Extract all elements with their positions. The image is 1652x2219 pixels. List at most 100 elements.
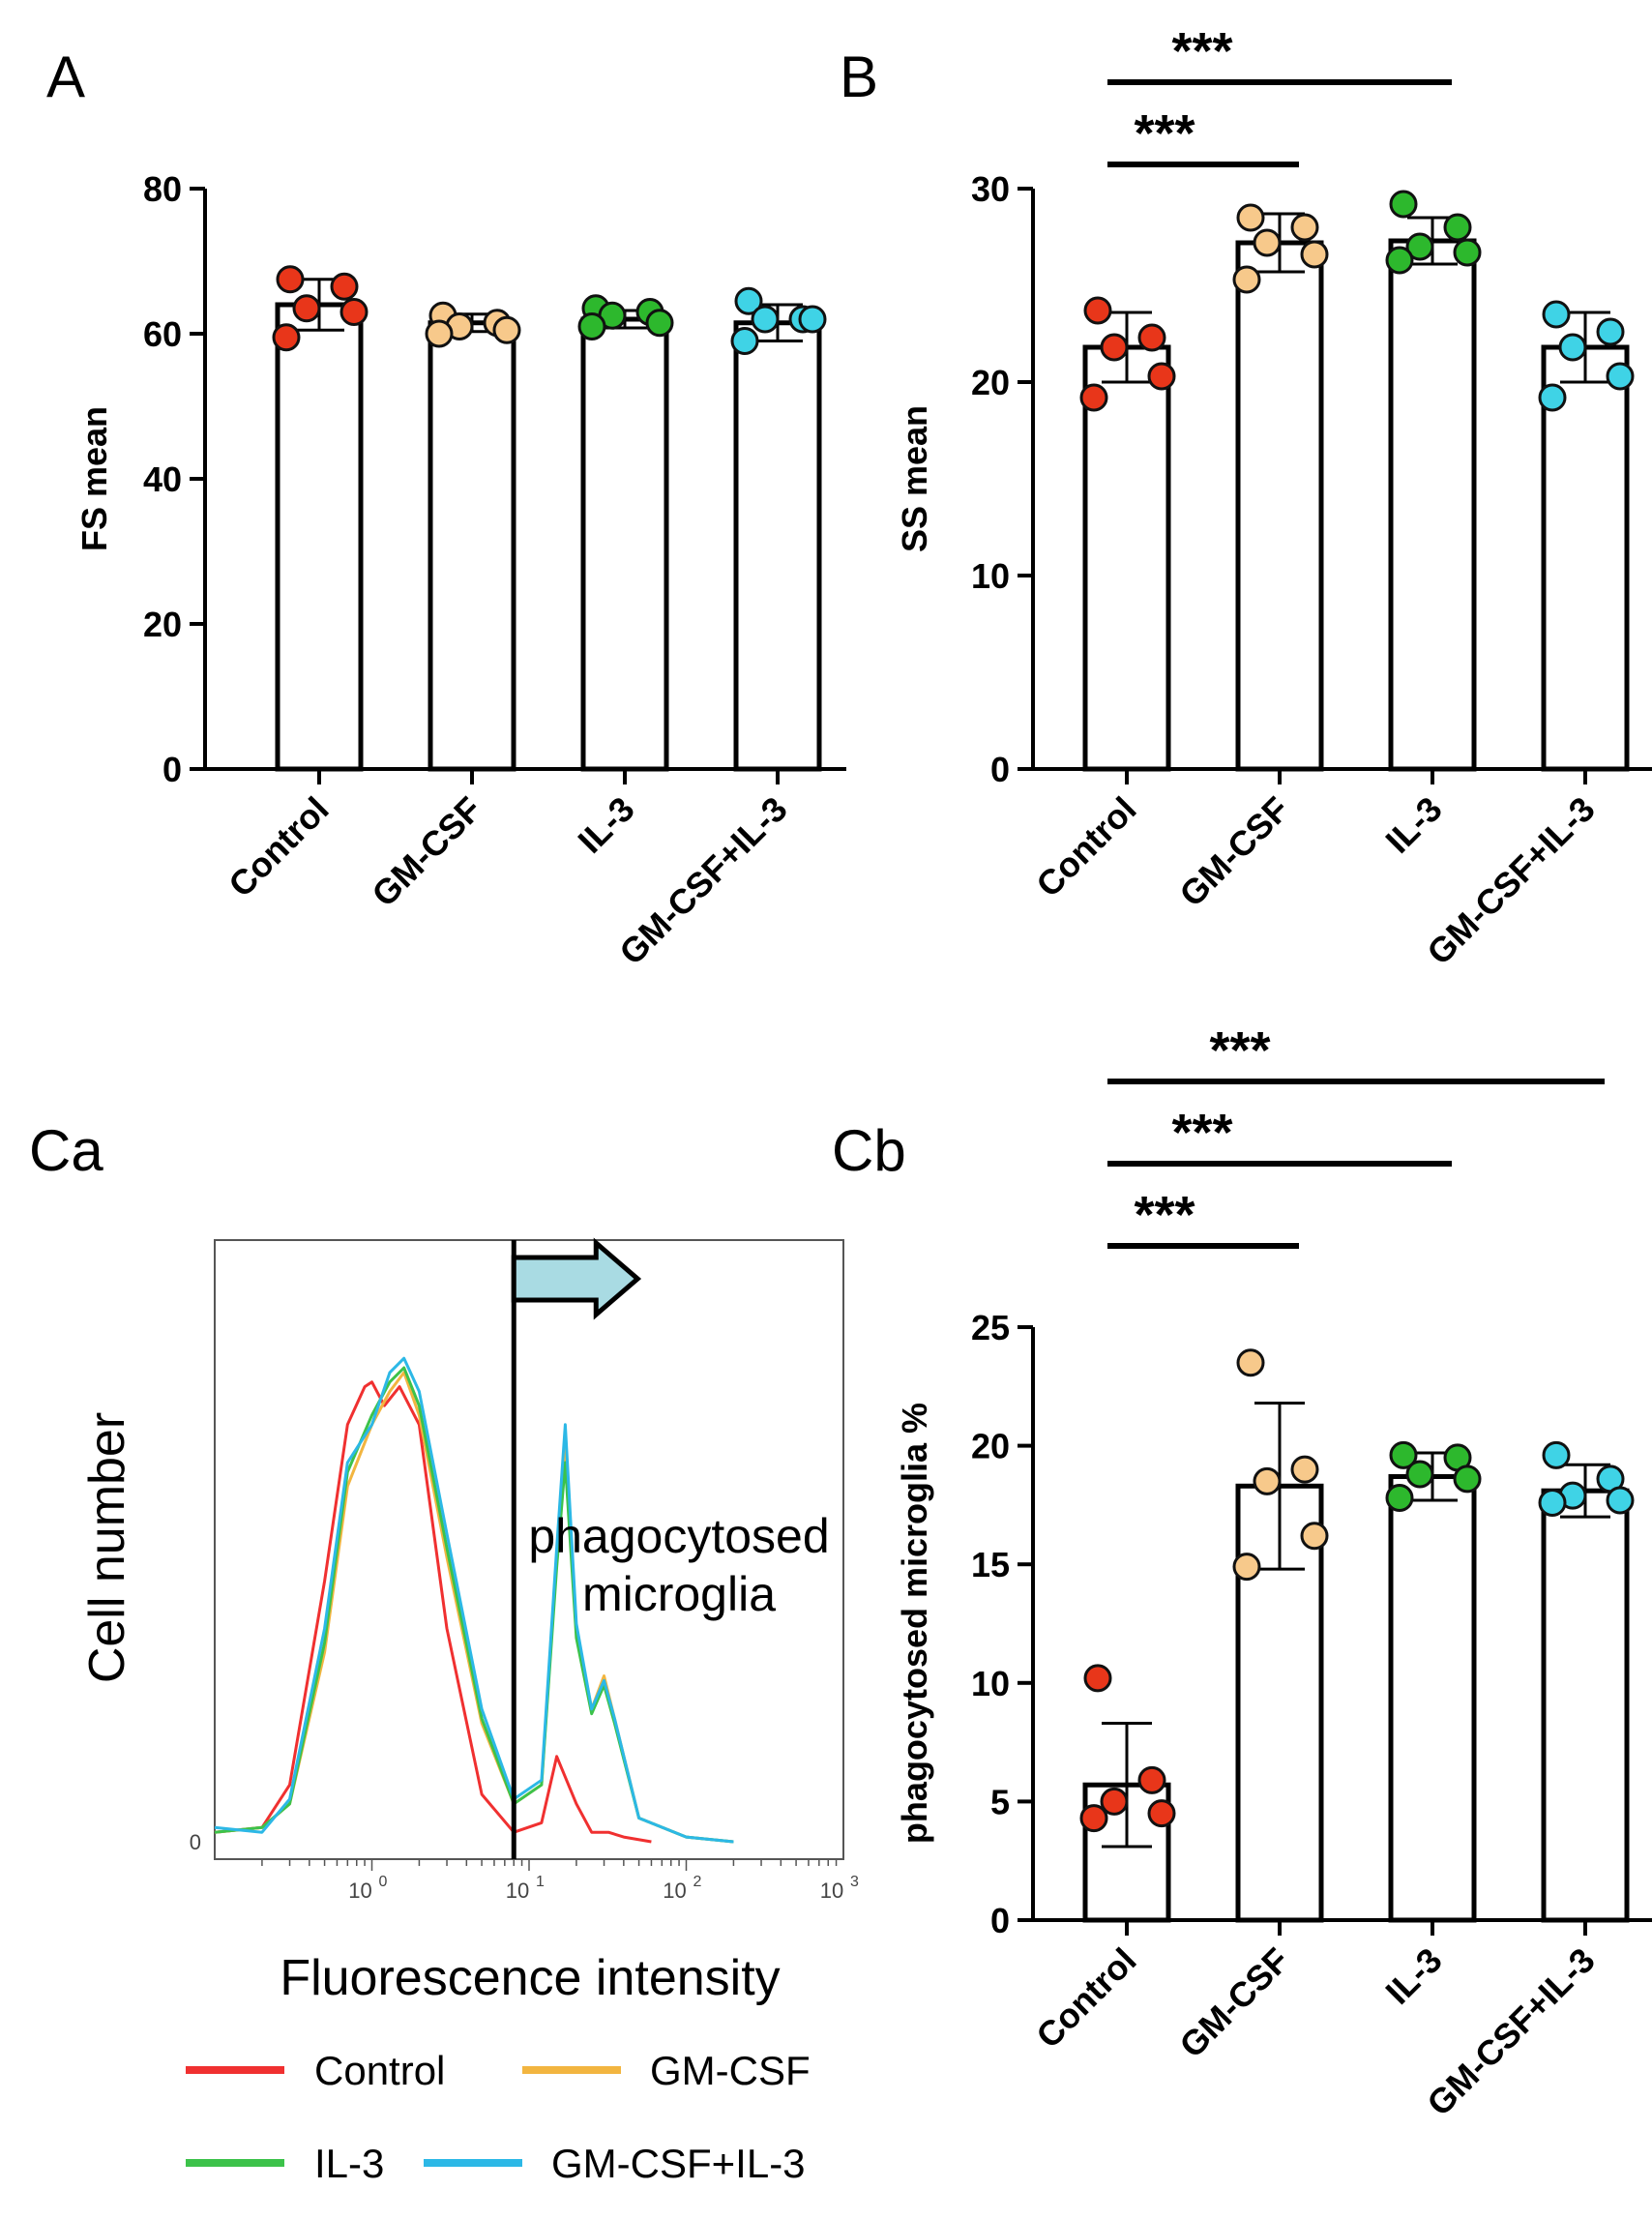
y-axis-title: FS mean: [74, 406, 114, 551]
panel-letter-a: A: [46, 44, 85, 109]
bar: [428, 320, 516, 772]
data-point: [425, 319, 454, 348]
bar: [1541, 1488, 1630, 1923]
data-point: [1232, 265, 1261, 294]
panel-letter-b: B: [840, 44, 878, 109]
x-category-label: IL-3: [570, 789, 641, 861]
significance-stars: ***: [1209, 1021, 1270, 1080]
bar: [1388, 1473, 1477, 1923]
bar: [1388, 238, 1477, 772]
y-tick-label: 0: [162, 750, 182, 789]
data-point: [1443, 213, 1472, 242]
data-point: [1596, 317, 1625, 346]
y-tick-label: 15: [971, 1545, 1010, 1584]
y-tick-label: 25: [971, 1308, 1010, 1347]
y-axis-title: SS mean: [895, 405, 934, 552]
y-tick-label: 10: [971, 556, 1010, 596]
data-point: [1538, 383, 1567, 412]
data-point: [645, 309, 674, 338]
x-tick-label-exponent: 2: [693, 1874, 702, 1890]
bar: [275, 302, 364, 772]
data-point: [1290, 1455, 1319, 1484]
data-point: [492, 315, 521, 344]
data-point: [1389, 1440, 1418, 1469]
histogram-frame: [214, 1239, 844, 1860]
data-point: [1137, 323, 1166, 352]
data-point: [272, 323, 301, 352]
data-point: [292, 294, 321, 323]
y-tick-label: 10: [971, 1664, 1010, 1703]
data-point: [1542, 1440, 1571, 1469]
data-point: [1385, 246, 1414, 275]
y-tick-label: 20: [143, 605, 182, 644]
data-point: [798, 305, 827, 334]
bar: [580, 316, 669, 772]
data-point: [1100, 1787, 1129, 1816]
data-point: [1147, 362, 1176, 391]
data-point: [1083, 296, 1112, 325]
x-category-label: GM-CSF: [1171, 789, 1296, 914]
data-point: [330, 272, 359, 301]
data-point: [1290, 213, 1319, 242]
data-point: [577, 312, 606, 340]
histogram-line: [214, 1356, 734, 1844]
gate-arrow-icon: [511, 1237, 642, 1320]
data-point: [751, 305, 780, 334]
data-point: [1236, 1348, 1265, 1377]
y-tick-label: 30: [971, 169, 1010, 209]
x-category-label: GM-CSF: [1171, 1940, 1296, 2065]
data-point: [1137, 1765, 1166, 1794]
data-point: [1147, 1799, 1176, 1828]
annotation-line-2: microglia: [582, 1567, 776, 1621]
data-point: [1405, 232, 1434, 261]
data-point: [1300, 240, 1329, 269]
x-category-label: IL-3: [1377, 1940, 1449, 2012]
data-point: [1232, 1553, 1261, 1582]
x-tick-label-base: 10: [663, 1879, 686, 1903]
x-tick-label-base: 10: [820, 1879, 843, 1903]
data-point: [339, 298, 369, 326]
data-point: [1079, 1804, 1108, 1833]
data-point: [1538, 1488, 1567, 1517]
data-point: [730, 327, 759, 355]
x-axis-title: Fluorescence intensity: [280, 1950, 780, 2006]
x-tick-label-base: 10: [506, 1879, 529, 1903]
data-point: [1453, 1465, 1482, 1494]
histogram-line: [214, 1380, 652, 1844]
x-category-label: Control: [221, 789, 336, 904]
significance-stars: ***: [1134, 104, 1195, 163]
x-category-label: IL-3: [1377, 789, 1449, 861]
significance-stars: ***: [1171, 22, 1232, 80]
bar: [733, 320, 822, 772]
legend-label: IL-3: [314, 2141, 384, 2186]
data-point: [1606, 362, 1635, 391]
legend-label: GM-CSF+IL-3: [551, 2141, 806, 2186]
data-point: [1079, 383, 1108, 412]
y-tick-label: 40: [143, 459, 182, 499]
x-category-label: GM-CSF: [364, 789, 488, 914]
panel-cb-bar-chart: 0 5 10 15 20 25 phagocytosed microglia % Contro…: [895, 1021, 1652, 2123]
y-tick-label: 20: [971, 1427, 1010, 1466]
data-point: [1606, 1486, 1635, 1515]
y-axis-title: Cell number: [79, 1412, 135, 1683]
legend-label: GM-CSF: [650, 2048, 811, 2093]
y-axis-title: phagocytosed microglia %: [895, 1403, 934, 1844]
x-tick-label-exponent: 0: [379, 1874, 388, 1890]
y-zero-label: 0: [190, 1830, 201, 1854]
x-category-label: Control: [1028, 1940, 1143, 2056]
data-point: [1253, 1466, 1282, 1495]
panel-letter-ca: Ca: [29, 1118, 103, 1183]
data-point: [1405, 1460, 1434, 1489]
y-tick-label: 0: [990, 750, 1010, 789]
data-point: [1542, 300, 1571, 329]
data-point: [1558, 333, 1587, 362]
panel-letter-cb: Cb: [832, 1118, 906, 1183]
data-point: [1253, 228, 1282, 257]
x-tick-label-exponent: 3: [850, 1874, 859, 1890]
significance-stars: ***: [1134, 1186, 1195, 1244]
data-point: [1453, 238, 1482, 267]
